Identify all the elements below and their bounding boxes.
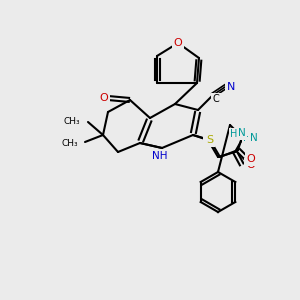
Text: H: H bbox=[230, 129, 238, 139]
Text: CH₃: CH₃ bbox=[63, 118, 80, 127]
Text: S: S bbox=[206, 135, 214, 145]
Text: H: H bbox=[243, 133, 250, 143]
Text: N: N bbox=[238, 128, 246, 138]
Text: N: N bbox=[250, 133, 258, 143]
Text: C: C bbox=[213, 94, 219, 104]
Text: O: O bbox=[247, 154, 255, 164]
Text: O: O bbox=[99, 93, 108, 103]
Text: O: O bbox=[174, 38, 182, 48]
Text: O: O bbox=[246, 160, 255, 170]
Text: CH₃: CH₃ bbox=[61, 139, 78, 148]
Text: N: N bbox=[227, 82, 235, 92]
Text: NH: NH bbox=[152, 151, 168, 161]
Text: S: S bbox=[204, 135, 211, 145]
